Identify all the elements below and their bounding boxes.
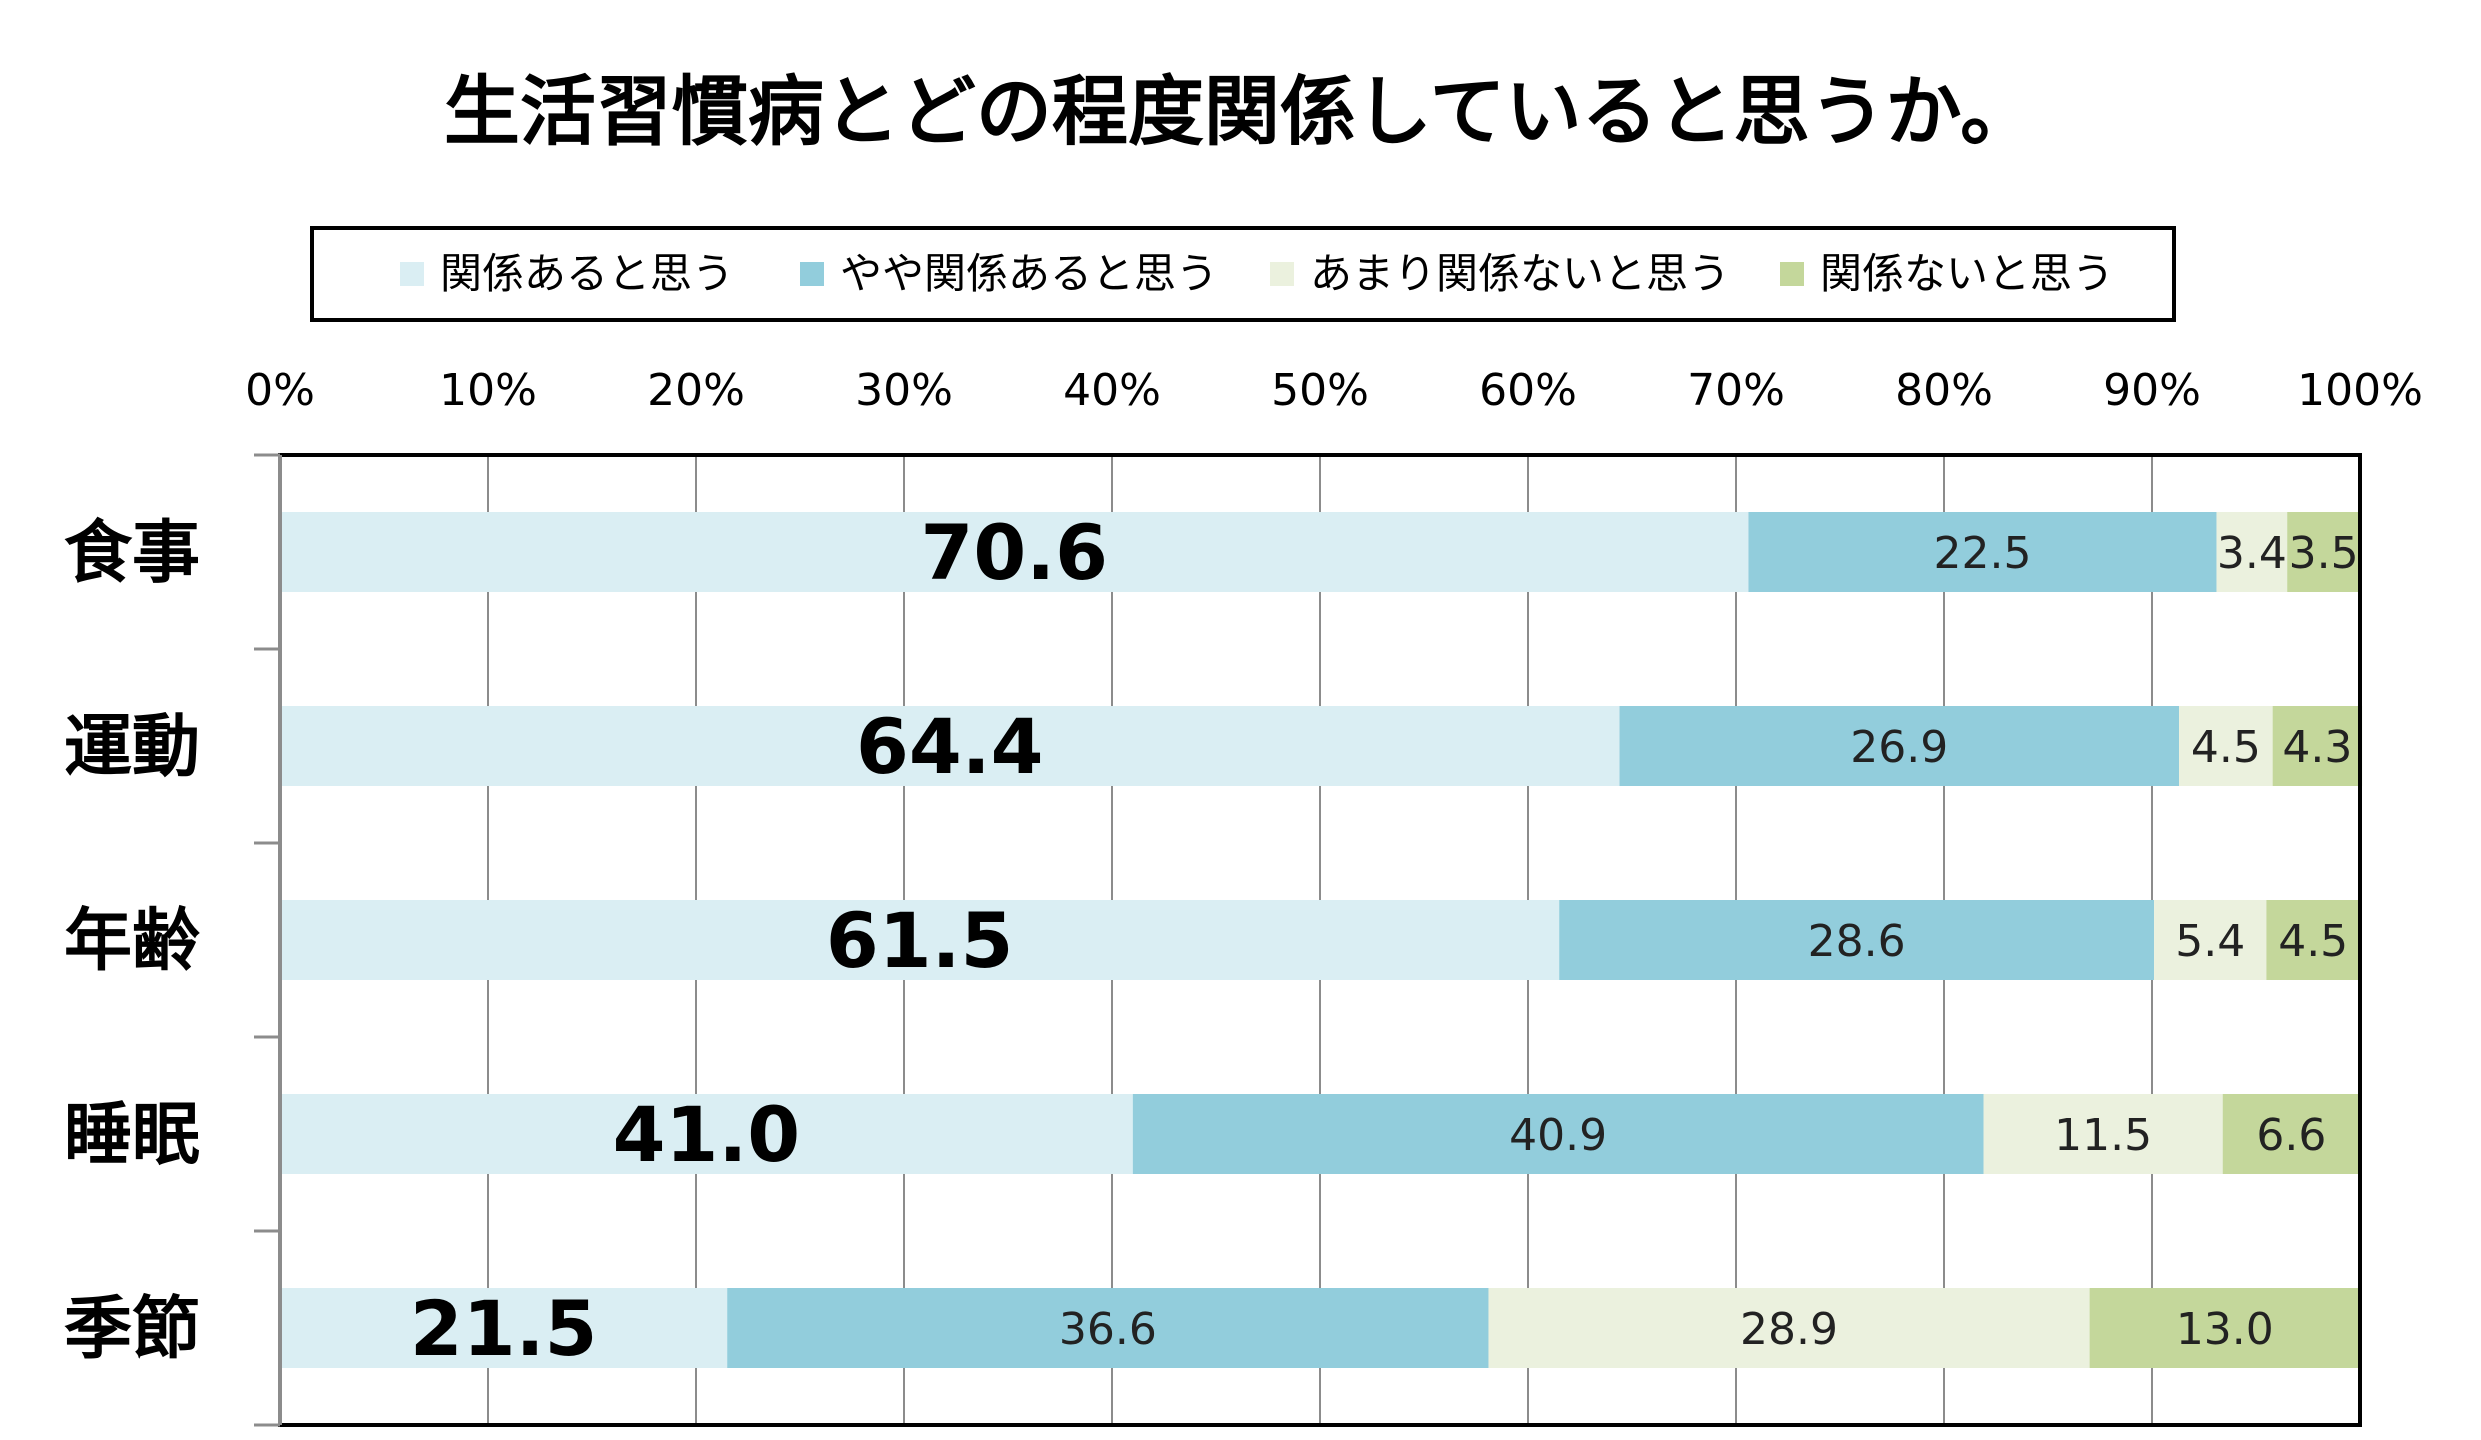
legend-label: あまり関係ないと思う xyxy=(1310,249,1730,298)
bar-segment xyxy=(727,1288,1489,1368)
data-label: 4.3 xyxy=(2282,722,2352,773)
bar-segment xyxy=(2222,1094,2360,1174)
data-label: 41.0 xyxy=(613,1090,801,1179)
bar-segment xyxy=(1748,512,2217,592)
bars xyxy=(280,512,2363,1368)
data-label: 64.4 xyxy=(856,702,1044,791)
x-tick-label: 70% xyxy=(1687,365,1785,416)
x-tick-label: 80% xyxy=(1895,365,1993,416)
bar-segment xyxy=(280,512,1749,592)
data-label: 4.5 xyxy=(2191,722,2261,773)
bar-segment xyxy=(1559,900,2155,980)
data-label: 36.6 xyxy=(1059,1304,1157,1355)
legend-label: 関係あると思う xyxy=(440,249,734,298)
chart-title: 生活習慣病とどの程度関係していると思うか。 xyxy=(444,67,2036,156)
x-tick-label: 100% xyxy=(2297,365,2423,416)
bar-segment xyxy=(280,1094,1133,1174)
axes xyxy=(254,453,2362,1427)
bar-segment xyxy=(2216,512,2288,592)
x-tick-label: 90% xyxy=(2103,365,2201,416)
bar-segment xyxy=(1619,706,2180,786)
bar-segment xyxy=(2089,1288,2360,1368)
x-axis-tick-labels: 0% 10% 20% 30% 40% 50% 60% 70% 80% 90% 100% xyxy=(245,365,2423,416)
data-label: 5.4 xyxy=(2175,916,2245,967)
data-label: 61.5 xyxy=(826,896,1014,985)
legend-swatch xyxy=(1270,262,1294,286)
bar-segment xyxy=(2154,900,2267,980)
category-label: 季節 xyxy=(64,1290,200,1369)
bar-segment xyxy=(1488,1288,2090,1368)
x-tick-label: 40% xyxy=(1063,365,1161,416)
x-tick-label: 0% xyxy=(245,365,315,416)
bar-segment xyxy=(2266,900,2360,980)
data-label: 28.6 xyxy=(1808,916,1906,967)
legend-item: やや関係あると思う xyxy=(800,249,1218,298)
bar-segment xyxy=(1132,1094,1984,1174)
data-label: 3.5 xyxy=(2289,528,2359,579)
bar-segment xyxy=(280,706,1620,786)
data-label: 6.6 xyxy=(2256,1110,2326,1161)
bar-segment xyxy=(2272,706,2363,786)
data-label: 13.0 xyxy=(2176,1304,2274,1355)
bar-labels: 70.6 22.5 3.4 3.5 64.4 26.9 4.5 4.3 61.5 28.6 5.4 4… xyxy=(410,508,2359,1373)
category-label: 運動 xyxy=(64,708,200,787)
legend-swatch xyxy=(400,262,424,286)
legend-item: 関係あると思う xyxy=(400,249,734,298)
x-tick-label: 20% xyxy=(647,365,745,416)
legend-item: 関係ないと思う xyxy=(1780,249,2114,298)
bar-segment xyxy=(280,900,1560,980)
x-tick-label: 60% xyxy=(1479,365,1577,416)
legend-swatch xyxy=(1780,262,1804,286)
data-label: 28.9 xyxy=(1740,1304,1838,1355)
category-label: 睡眠 xyxy=(64,1096,200,1175)
data-label: 21.5 xyxy=(410,1284,598,1373)
data-label: 22.5 xyxy=(1933,528,2031,579)
bar-segment xyxy=(2287,512,2360,592)
data-label: 26.9 xyxy=(1850,722,1948,773)
legend: 関係あると思う やや関係あると思う あまり関係ないと思う 関係ないと思う xyxy=(400,249,2114,298)
x-tick-label: 10% xyxy=(439,365,537,416)
bar-segment xyxy=(280,1288,728,1368)
bar-segment xyxy=(1983,1094,2223,1174)
data-label: 40.9 xyxy=(1509,1110,1607,1161)
legend-label: やや関係あると思う xyxy=(840,249,1218,298)
data-label: 4.5 xyxy=(2278,916,2348,967)
legend-box xyxy=(310,226,2176,322)
legend-swatch xyxy=(800,262,824,286)
x-tick-label: 50% xyxy=(1271,365,1369,416)
data-label: 3.4 xyxy=(2217,528,2287,579)
category-label: 年齢 xyxy=(64,902,200,981)
category-label: 食事 xyxy=(64,514,200,593)
legend-label: 関係ないと思う xyxy=(1820,249,2114,298)
x-tick-label: 30% xyxy=(855,365,953,416)
data-label: 70.6 xyxy=(920,508,1108,597)
bar-segment xyxy=(2179,706,2273,786)
data-label: 11.5 xyxy=(2054,1110,2152,1161)
legend-item: あまり関係ないと思う xyxy=(1270,249,1730,298)
